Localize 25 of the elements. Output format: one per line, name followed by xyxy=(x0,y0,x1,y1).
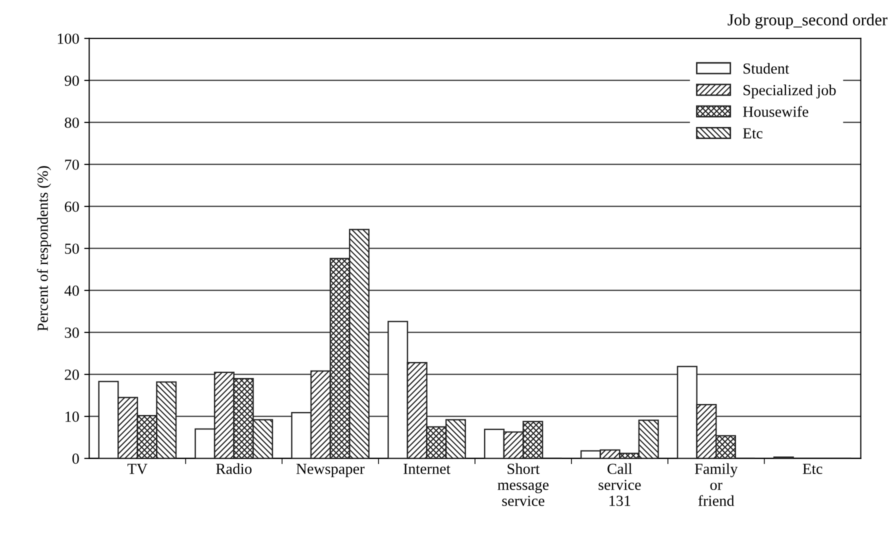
x-tick-label: Internet xyxy=(404,464,450,474)
x-tick-label: Etc xyxy=(802,464,822,474)
x-tick-label: Newspaper xyxy=(296,464,365,478)
y-axis-title: Percent of respondents (%) xyxy=(36,166,52,331)
y-tick-label: 10 xyxy=(66,412,79,422)
y-tick-label: 70 xyxy=(65,160,79,170)
y-tick-label: 20 xyxy=(64,370,79,380)
x-tick-label: Family or friend xyxy=(694,463,738,506)
legend-label: Student xyxy=(744,62,790,74)
legend-label: Etc xyxy=(743,128,762,138)
y-tick-label: 80 xyxy=(64,118,79,128)
y-tick-label: 100 xyxy=(58,34,79,44)
y-tick-label: 0 xyxy=(72,454,79,464)
x-tick-label: TV xyxy=(128,464,148,474)
chart-title: Job group_second order xyxy=(728,14,888,29)
y-tick-label: 60 xyxy=(64,202,79,212)
y-tick-label: 90 xyxy=(64,76,79,86)
x-tick-label: Short message service xyxy=(498,463,549,506)
x-tick-label: Call service 131 xyxy=(598,463,641,506)
y-tick-label: 50 xyxy=(65,244,79,254)
y-tick-label: 30 xyxy=(64,328,79,338)
legend-label: Specialized job xyxy=(744,84,836,98)
legend-label: Housewife xyxy=(743,106,808,117)
x-tick-label: Radio xyxy=(216,463,252,474)
y-tick-label: 40 xyxy=(64,286,79,296)
